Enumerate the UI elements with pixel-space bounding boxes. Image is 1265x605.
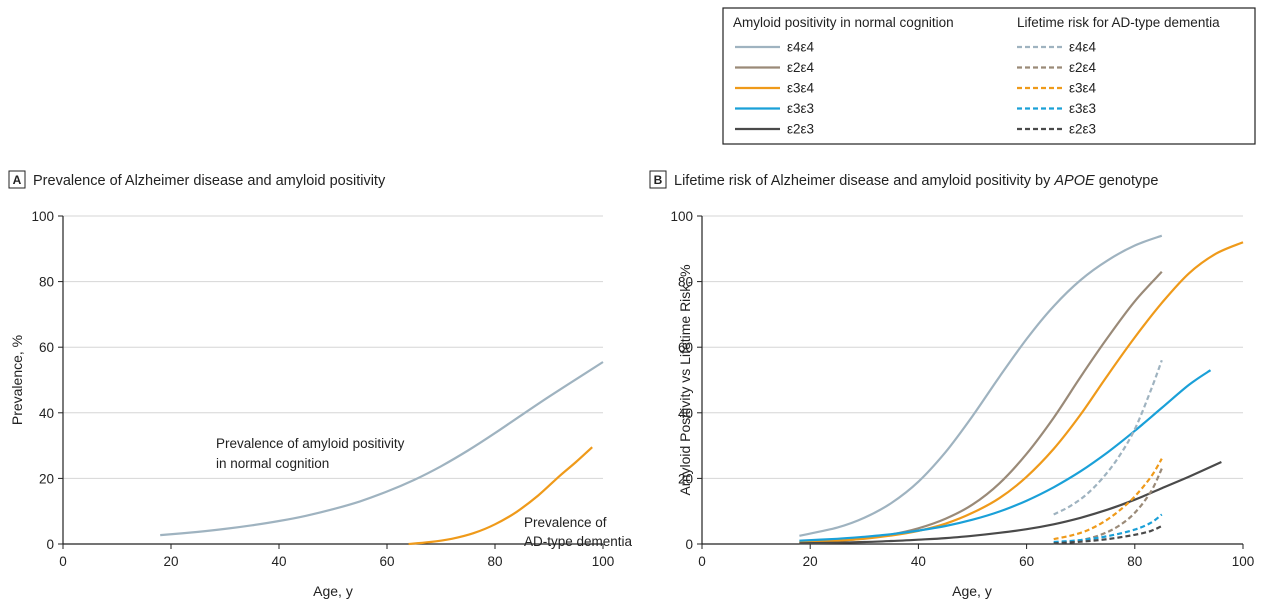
panel-b-line-e3e3-solid (799, 369, 1212, 542)
legend-label-e3e3-dashed: ε3ε3 (1069, 101, 1096, 116)
panel-b-label-box (649, 170, 667, 189)
panel-a-ytick-label: 40 (39, 406, 54, 421)
panel-a-xtick-label: 100 (592, 554, 615, 569)
panel-a-xtick-label: 0 (59, 554, 67, 569)
panel-b-xtick-label: 0 (698, 554, 706, 569)
legend-solid-header: Amyloid positivity in normal cognition (733, 15, 954, 30)
panel-a-annotation-0: Prevalence of amyloid positivity (216, 436, 405, 451)
panel-b-xtick-label: 60 (1019, 554, 1034, 569)
legend-label-e2e4-solid: ε2ε4 (787, 60, 815, 75)
panel-a-title: Prevalence of Alzheimer disease and amyl… (33, 173, 386, 189)
panel-b-xtick-label: 40 (911, 554, 926, 569)
panel-b-title: Lifetime risk of Alzheimer disease and a… (674, 173, 1158, 189)
panel-a-line-series-0 (160, 361, 604, 537)
panel-b-line-e4e4-dashed (1053, 359, 1163, 516)
plot-b: 0 20 40 60 80 100 0 20 40 60 80 100 (670, 209, 1254, 569)
legend-label-e2e3-solid: ε2ε3 (787, 122, 814, 137)
panel-a: A Prevalence of Alzheimer disease and am… (8, 170, 633, 599)
legend-label-e3e4-solid: ε3ε4 (787, 81, 815, 96)
panel-b-line-e4e4-solid (799, 234, 1163, 537)
panel-b-line-e2e3-solid (799, 461, 1222, 545)
legend-items: ε4ε4 ε2ε4 ε3ε4 ε3ε3 ε2ε3 ε4ε4 ε2ε4 ε3ε4 ε3ε3 ε2ε3 (735, 40, 1097, 137)
panel-b-ytick-label: 60 (678, 340, 693, 355)
panel-a-label-box (8, 170, 26, 189)
legend-label-e2e4-dashed: ε2ε4 (1069, 60, 1097, 75)
panel-a-xtick-label: 60 (379, 554, 394, 569)
panel-a-annotation-1: in normal cognition (216, 456, 329, 471)
panel-b-ytick-label: 80 (678, 275, 693, 290)
panel-b-line-e3e3-dashed (1053, 513, 1163, 544)
panel-a-label: A (13, 173, 22, 187)
panel-a-ytick-label: 0 (46, 537, 54, 552)
panel-a-xlabel: Age, y (313, 583, 353, 599)
panel-a-ylabel: Prevalence, % (9, 335, 25, 425)
panel-a-line-series-1 (408, 446, 593, 546)
panel-b-ytick-label: 0 (685, 537, 693, 552)
panel-b-title-main: Lifetime risk of Alzheimer disease and a… (674, 173, 1051, 189)
panel-b-xtick-label: 100 (1232, 554, 1255, 569)
panel-b-xtick-label: 80 (1127, 554, 1142, 569)
legend-label-e3e3-solid: ε3ε3 (787, 101, 814, 116)
panel-b-title-italic: APOE (1053, 173, 1095, 189)
panel-a-xtick-label: 80 (487, 554, 502, 569)
panel-a-ytick-label: 20 (39, 471, 54, 486)
panel-b-xlabel: Age, y (952, 583, 992, 599)
panel-b-line-e3e4-dashed (1053, 458, 1163, 541)
panel-a-annotation-3: AD-type dementia (524, 534, 633, 549)
plot-a: 0 20 40 60 80 100 0 20 40 60 80 100 Prevalence of am… (31, 209, 632, 569)
panel-b-title-end: genotype (1095, 173, 1159, 189)
panel-a-xtick-label: 20 (163, 554, 178, 569)
panel-b: B Lifetime risk of Alzheimer disease and… (649, 170, 1254, 599)
panel-b-line-e2e4-solid (799, 271, 1163, 544)
legend-label-e2e3-dashed: ε2ε3 (1069, 122, 1096, 137)
panel-b-ylabel: Amyloid Positivity vs Lifetime Risk, % (677, 264, 693, 495)
legend: Amyloid positivity in normal cognition L… (722, 7, 1256, 145)
panel-b-ytick-label: 100 (670, 209, 693, 224)
legend-dashed-header: Lifetime risk for AD-type dementia (1017, 15, 1220, 30)
panel-a-ytick-label: 60 (39, 340, 54, 355)
legend-label-e4e4-dashed: ε4ε4 (1069, 40, 1097, 55)
panel-b-ytick-label: 20 (678, 471, 693, 486)
legend-frame (722, 7, 1256, 145)
panel-a-ytick-label: 80 (39, 275, 54, 290)
panel-a-annotation-2: Prevalence of (524, 515, 607, 530)
panel-b-xtick-label: 20 (803, 554, 818, 569)
panel-b-ytick-label: 40 (678, 406, 693, 421)
legend-label-e3e4-dashed: ε3ε4 (1069, 81, 1097, 96)
panel-a-xtick-label: 40 (271, 554, 286, 569)
panel-a-ytick-label: 100 (31, 209, 54, 224)
panel-b-line-e3e4-solid (799, 241, 1244, 544)
legend-label-e4e4-solid: ε4ε4 (787, 40, 815, 55)
panel-b-line-e2e3-dashed (1053, 524, 1163, 545)
panel-b-label: B (654, 173, 663, 187)
